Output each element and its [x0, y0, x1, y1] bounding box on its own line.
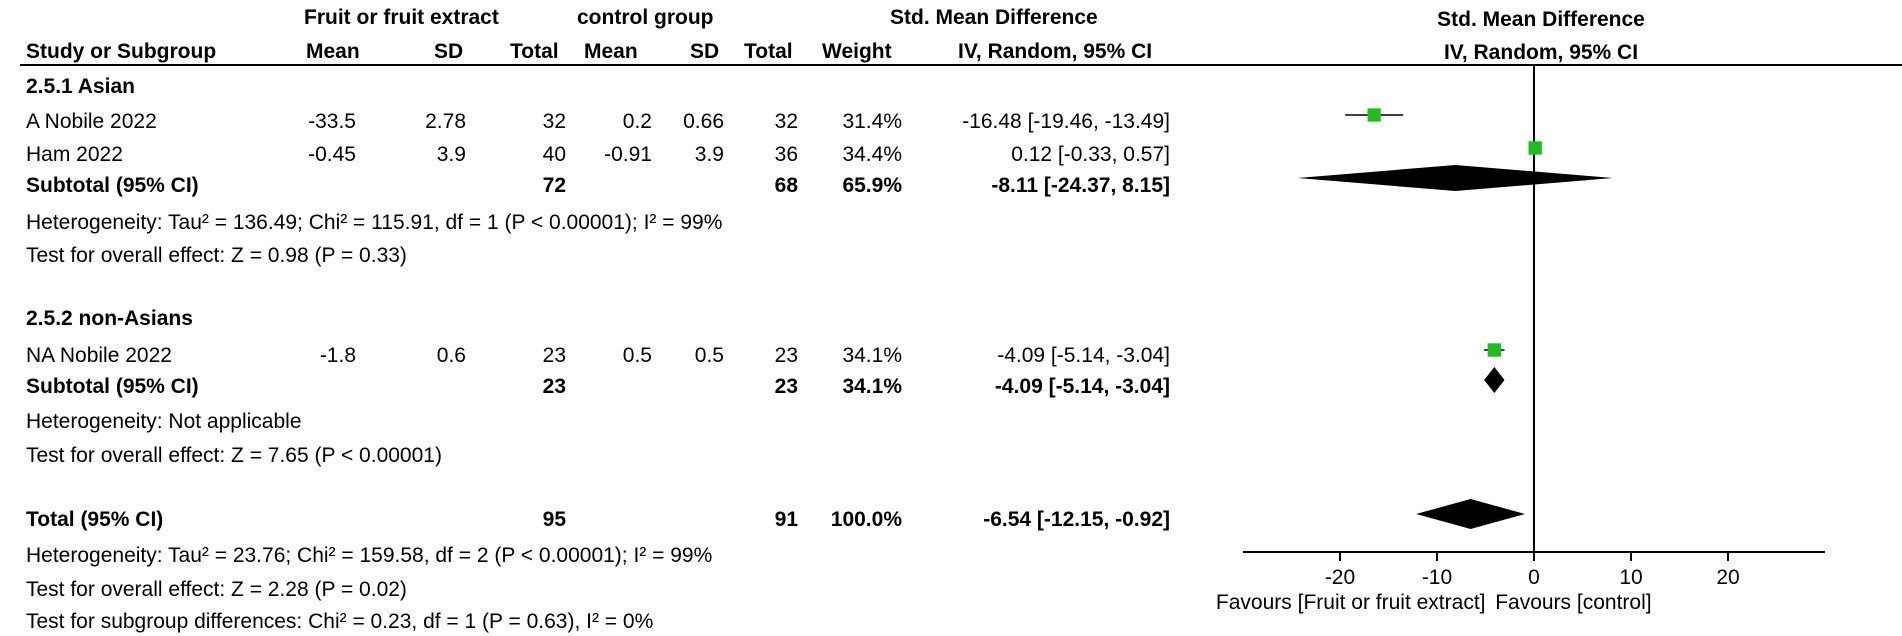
pooled-diamond	[1416, 499, 1526, 529]
x-tick-label: -20	[1325, 566, 1355, 589]
subtotal-ci: -4.09 [-5.14, -3.04]	[994, 375, 1170, 398]
mean1-header: Mean	[306, 40, 360, 63]
plot-subtitle: IV, Random, 95% CI	[1444, 41, 1638, 64]
subtotal-n2: 68	[774, 174, 798, 197]
study-column-header: Study or Subgroup	[26, 40, 217, 63]
n2: 36	[774, 143, 798, 166]
heterogeneity-total: Heterogeneity: Tau² = 23.76; Chi² = 159.…	[26, 544, 713, 567]
favours-right-label: Favours [control]	[1495, 591, 1651, 614]
study-name: NA Nobile 2022	[26, 344, 172, 367]
sd1: 0.6	[436, 344, 466, 367]
sd2-header: SD	[690, 40, 720, 63]
x-tick-label: -10	[1422, 566, 1452, 589]
mean2: 0.2	[622, 110, 652, 133]
overall-effect-total: Test for overall effect: Z = 2.28 (P = 0…	[26, 578, 407, 601]
method-header: IV, Random, 95% CI	[958, 40, 1153, 63]
weight: 31.4%	[842, 110, 902, 133]
subtotal-n1: 23	[542, 375, 566, 398]
study-marker	[1528, 141, 1542, 155]
plot-title: Std. Mean Difference	[1437, 8, 1645, 31]
effect-header: Std. Mean Difference	[890, 6, 1098, 29]
study-name: Ham 2022	[26, 143, 123, 166]
total-n1: 95	[542, 508, 566, 531]
forest-plot: Std. Mean Difference IV, Random, 95% CI …	[1180, 8, 1902, 614]
total-ci: -6.54 [-12.15, -0.92]	[983, 508, 1170, 531]
heterogeneity-asian: Heterogeneity: Tau² = 136.49; Chi² = 115…	[26, 211, 723, 234]
total2-header: Total	[744, 40, 793, 63]
mean2-header: Mean	[584, 40, 638, 63]
n1: 32	[542, 110, 566, 133]
header-rule	[20, 64, 1182, 66]
total1-header: Total	[510, 40, 559, 63]
subtotal-n1: 72	[542, 174, 566, 197]
heterogeneity-nonasian: Heterogeneity: Not applicable	[26, 410, 302, 433]
group1-header: Fruit or fruit extract	[304, 6, 499, 29]
n2: 32	[774, 110, 798, 133]
pooled-diamond	[1484, 367, 1505, 393]
subtotal-label: Subtotal (95% CI)	[26, 174, 199, 197]
overall-effect-nonasian: Test for overall effect: Z = 7.65 (P < 0…	[26, 444, 442, 467]
subtotal-ci: -8.11 [-24.37, 8.15]	[991, 174, 1170, 197]
mean2: -0.91	[604, 143, 652, 166]
weight: 34.1%	[842, 344, 902, 367]
mean1: -0.45	[308, 143, 356, 166]
effect-ci: 0.12 [-0.33, 0.57]	[1011, 143, 1170, 166]
sd2: 0.5	[694, 344, 724, 367]
subtotal-n2: 23	[774, 375, 798, 398]
study-marker	[1487, 343, 1502, 357]
subtotal-weight: 34.1%	[842, 375, 902, 398]
sd2: 0.66	[683, 110, 724, 133]
weight-header: Weight	[822, 40, 892, 63]
total-weight: 100.0%	[830, 508, 902, 531]
mean1: -1.8	[319, 344, 356, 367]
mean1: -33.5	[308, 110, 356, 133]
sd2: 3.9	[694, 143, 724, 166]
subtotal-label: Subtotal (95% CI)	[26, 375, 199, 398]
n1: 23	[542, 344, 566, 367]
x-tick-label: 0	[1528, 566, 1540, 589]
subgroup-title-asian: 2.5.1 Asian	[26, 75, 135, 98]
n2: 23	[774, 344, 798, 367]
subgroup-differences: Test for subgroup differences: Chi² = 0.…	[26, 610, 654, 633]
study-name: A Nobile 2022	[26, 110, 157, 133]
study-marker	[1367, 108, 1381, 122]
sd1: 3.9	[436, 143, 466, 166]
effect-ci: -4.09 [-5.14, -3.04]	[997, 344, 1170, 367]
favours-left-label: Favours [Fruit or fruit extract]	[1216, 591, 1486, 614]
x-tick-label: 20	[1716, 566, 1739, 589]
mean2: 0.5	[622, 344, 652, 367]
weight: 34.4%	[842, 143, 902, 166]
effect-ci: -16.48 [-19.46, -13.49]	[962, 110, 1170, 133]
total-label: Total (95% CI)	[26, 508, 164, 531]
subtotal-weight: 65.9%	[842, 174, 902, 197]
overall-effect-asian: Test for overall effect: Z = 0.98 (P = 0…	[26, 244, 407, 267]
subgroup-title-nonasian: 2.5.2 non-Asians	[26, 307, 193, 330]
n1: 40	[542, 143, 566, 166]
sd1: 2.78	[425, 110, 466, 133]
total-n2: 91	[774, 508, 798, 531]
sd1-header: SD	[434, 40, 464, 63]
pooled-diamond	[1297, 165, 1614, 191]
group2-header: control group	[577, 6, 714, 29]
x-tick-label: 10	[1619, 566, 1642, 589]
